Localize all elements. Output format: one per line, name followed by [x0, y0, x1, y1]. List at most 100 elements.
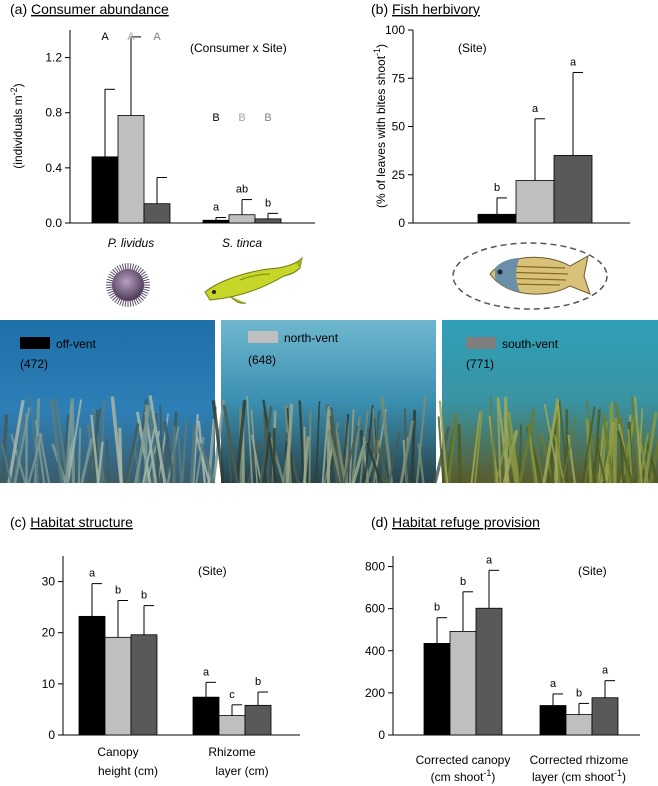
seagrass-blade [496, 396, 502, 484]
significance-letter: b [494, 182, 500, 194]
seagrass-blade [284, 432, 300, 484]
seagrass-blade [585, 418, 593, 484]
category-label: S. tinca [222, 236, 262, 250]
seagrass-blade [387, 431, 401, 484]
significance-letter: a [550, 678, 557, 690]
salema-fish-icon [452, 242, 608, 310]
chart-title: (a) Consumer abundance [10, 1, 169, 17]
legend-label: south-vent [502, 337, 559, 351]
seagrass-blade [49, 399, 64, 484]
y-tick-label: 800 [365, 560, 385, 574]
category-label: Canopy [97, 745, 138, 759]
seagrass-blade [348, 409, 355, 484]
seagrass-blade [561, 417, 577, 484]
seagrass-blade [399, 420, 415, 484]
seagrass-blade [226, 431, 233, 484]
legend-swatch [248, 331, 278, 343]
wrasse-fish-icon [204, 256, 303, 304]
photo-strip [0, 320, 658, 484]
seagrass-blade [542, 398, 560, 484]
y-tick-label: 50 [392, 120, 406, 134]
significance-letter: b [576, 687, 582, 699]
category-label-line2-sup: -1 [614, 768, 622, 778]
seagrass-blade [285, 403, 294, 484]
significance-letter: a [213, 201, 220, 213]
seagrass-blade [67, 399, 83, 484]
seagrass-blade [269, 437, 285, 484]
y-tick-label: 1.2 [45, 51, 62, 65]
seagrass-blade [12, 415, 26, 484]
group-letter: B [238, 112, 245, 124]
seagrass-blade [92, 407, 106, 484]
seagrass-blade [363, 405, 374, 484]
chart-title-text: Fish herbivory [392, 1, 480, 17]
significance-letter: a [570, 56, 577, 68]
seagrass-blade [0, 468, 3, 484]
bar [539, 705, 567, 736]
seagrass-blade [567, 434, 576, 484]
y-axis-label-sup: -1 [372, 48, 382, 56]
y-tick-label: 10 [42, 677, 56, 691]
category-label-line2: layer (cm) [215, 764, 268, 778]
seagrass-blade [595, 444, 607, 484]
group-letter: A [153, 31, 161, 43]
bar [591, 697, 619, 736]
y-tick-label: 25 [392, 168, 406, 182]
bar [553, 155, 593, 224]
bar [218, 715, 246, 736]
seagrass-blade [359, 409, 369, 484]
chart-annotation: (Consumer x Site) [190, 41, 287, 55]
y-tick-label: 100 [385, 23, 405, 37]
category-label-line2: height (cm) [98, 764, 158, 778]
seagrass-blade [0, 442, 12, 484]
bar [475, 607, 503, 736]
seagrass-blade [321, 405, 330, 484]
seagrass-blade [246, 396, 253, 484]
significance-letter: a [532, 103, 539, 115]
chart-panel-d: (d) Habitat refuge provision (Site) 0 200 40… [365, 514, 640, 784]
seagrass-blade [0, 414, 9, 484]
seagrass-blade [446, 414, 458, 484]
y-tick-label: 200 [365, 686, 385, 700]
seagrass-blade [495, 439, 508, 484]
group-letter: A [101, 31, 109, 43]
category-label: P. lividus [108, 236, 154, 250]
seagrass-blade [371, 410, 381, 484]
seagrass-blade [474, 410, 483, 484]
seagrass-b [211, 395, 451, 484]
category-label: Corrected rhizome [530, 753, 629, 767]
legend-label: off-vent [56, 337, 96, 351]
seagrass-blade [613, 417, 618, 484]
seagrass-blade [437, 416, 445, 484]
y-axis-label-end: ) [11, 83, 25, 87]
seagrass-blade [649, 437, 658, 484]
seagrass-a [0, 395, 226, 484]
significance-letter: b [434, 602, 440, 614]
y-tick-label: 0.4 [45, 161, 62, 175]
bar [228, 214, 256, 224]
seagrass-blade [403, 408, 408, 484]
y-tick-label: 75 [392, 71, 406, 85]
seagrass-blade [90, 414, 100, 484]
bar [104, 636, 132, 736]
seagrass-blade [235, 399, 247, 484]
legend-count: (472) [20, 357, 48, 371]
seagrass-blade [315, 401, 321, 484]
y-tick-label: 0.8 [45, 106, 62, 120]
seagrass-blade [154, 412, 160, 484]
seagrass-blade [80, 438, 94, 484]
bar [449, 630, 477, 736]
seagrass-blade [65, 403, 73, 484]
seagrass-blade [10, 433, 27, 484]
seagrass-blade [148, 395, 167, 484]
seagrass-blade [365, 442, 383, 484]
seagrass-blade [259, 406, 273, 484]
chart-panel-a: (a) Consumer abundance (Consumer x Site) 0… [9, 1, 315, 250]
y-tick-label: 0 [398, 216, 405, 230]
chart-title-text: Consumer abundance [31, 1, 169, 17]
urchin-body [112, 269, 144, 301]
bar [244, 704, 272, 736]
seagrass-blade [616, 430, 634, 484]
seagrass-blade [372, 408, 378, 484]
